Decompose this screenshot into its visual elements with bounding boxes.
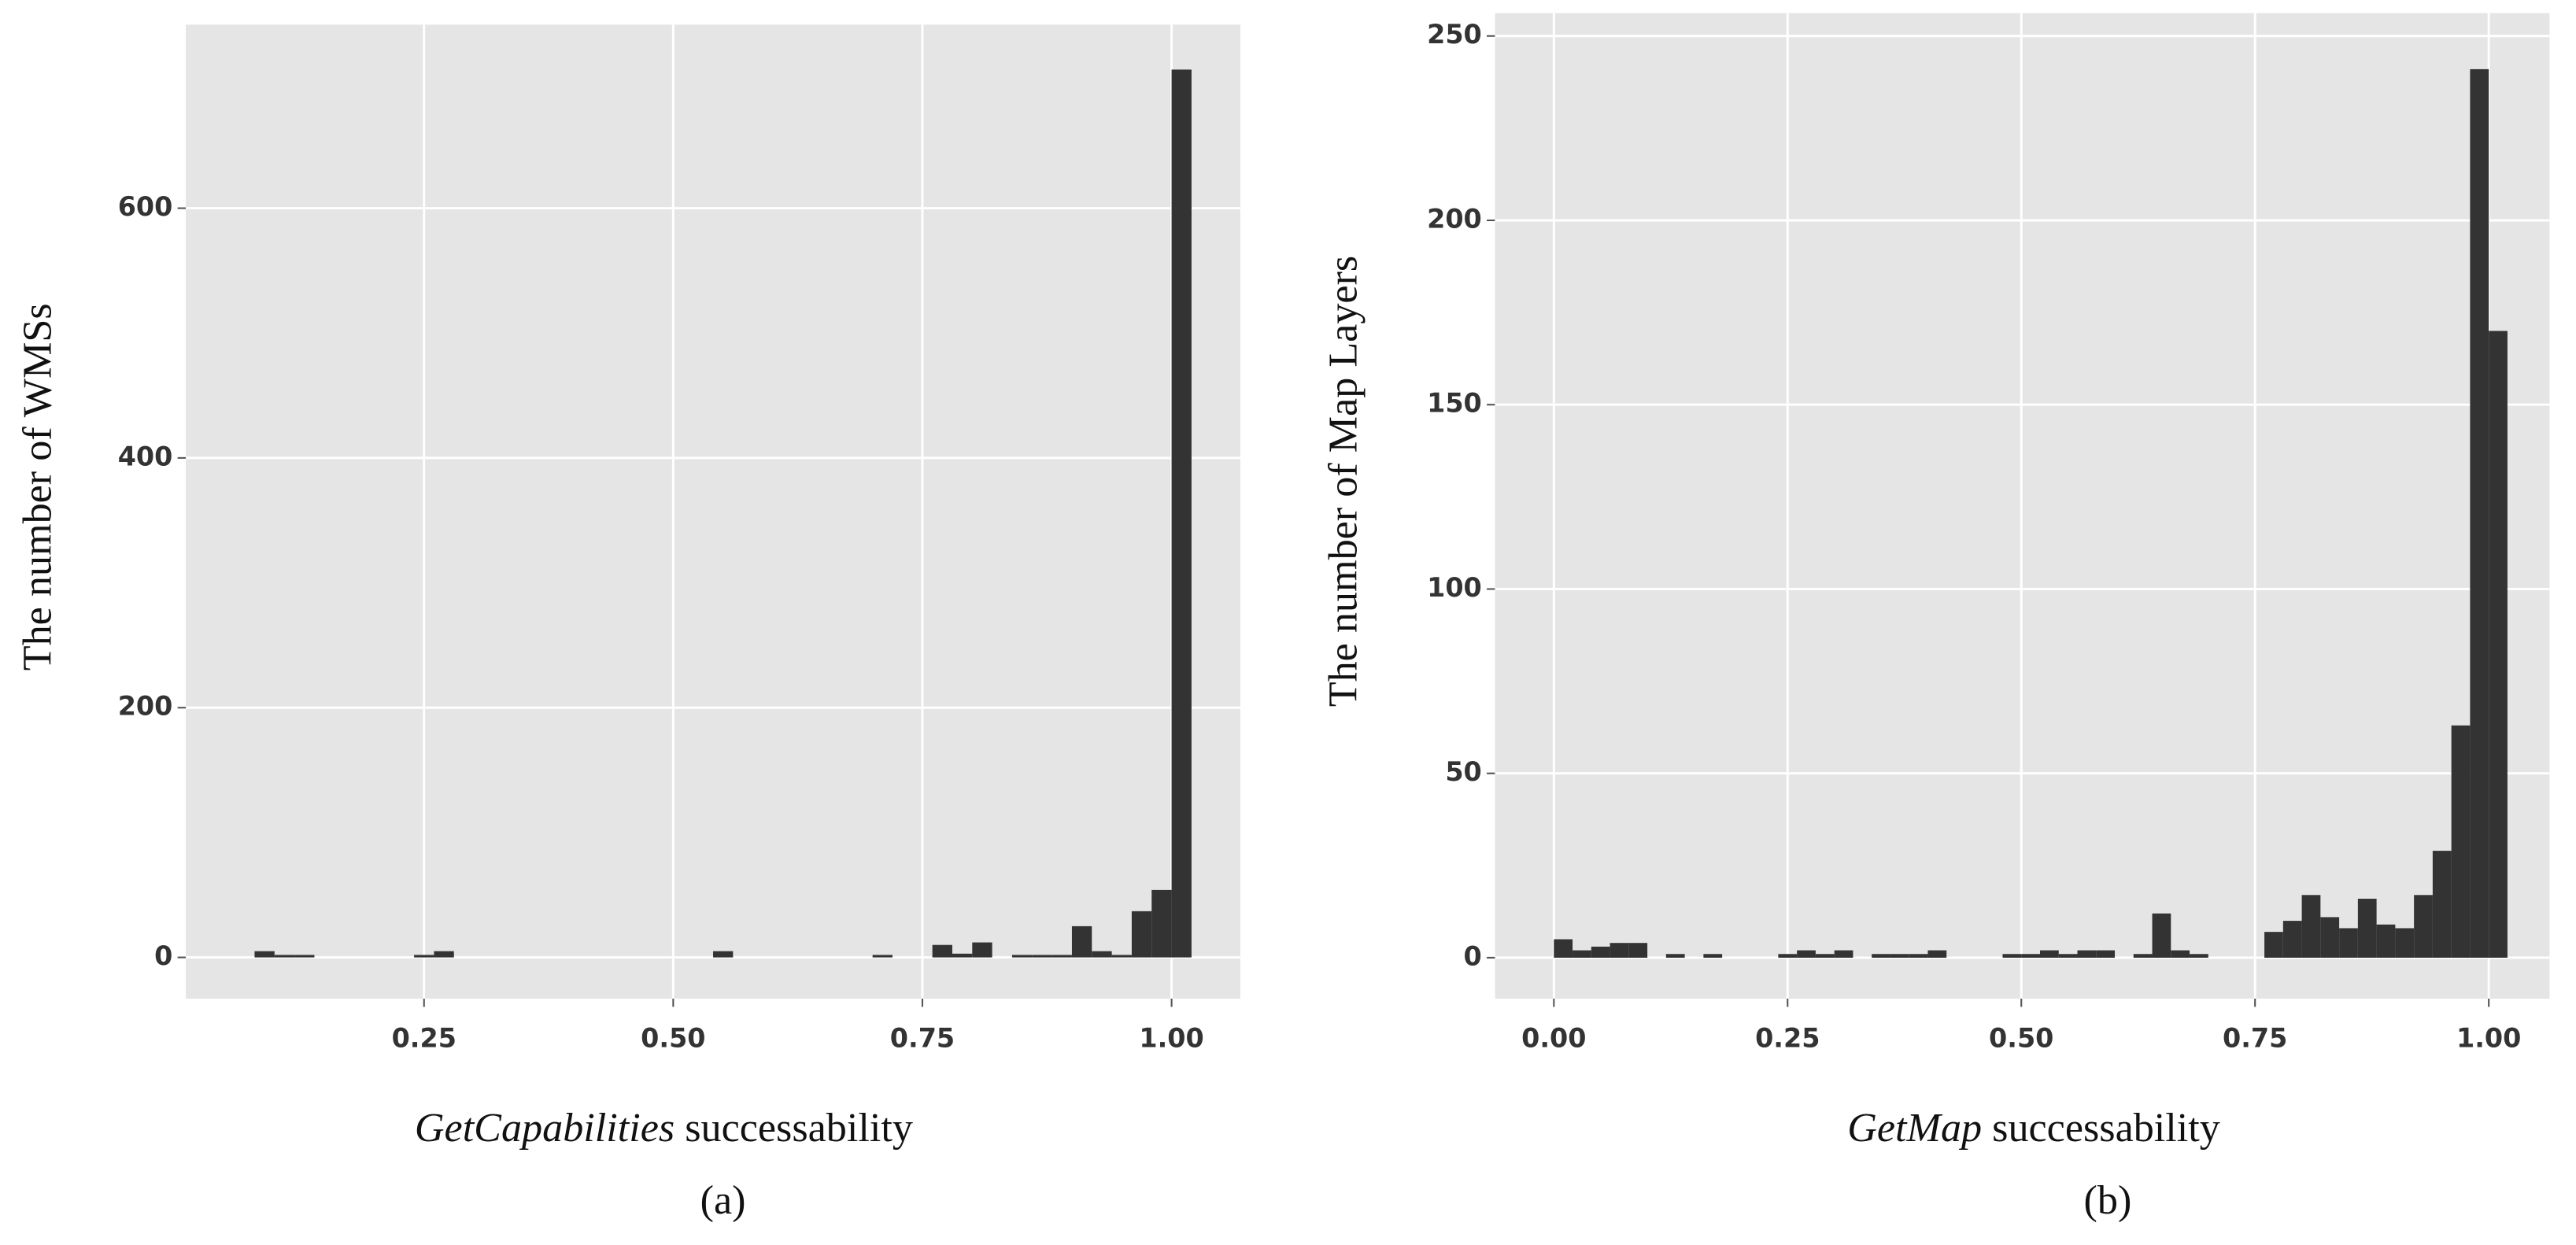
y-tick-label: 200 — [1427, 203, 1482, 234]
bar — [1834, 950, 1853, 958]
bar — [1890, 954, 1909, 958]
y-axis-title: The number of Map Layers — [1321, 256, 1366, 707]
bar — [1092, 951, 1112, 958]
bar — [1815, 954, 1835, 958]
bar — [1778, 954, 1798, 958]
y-tick-label: 400 — [118, 441, 173, 471]
bar — [2002, 954, 2022, 958]
bar — [2376, 924, 2396, 958]
bar — [1131, 911, 1152, 958]
bar — [2021, 954, 2040, 958]
bar — [2190, 954, 2208, 958]
bar — [1797, 950, 1816, 958]
bar — [274, 955, 295, 958]
bar — [2039, 950, 2059, 958]
bar — [1051, 955, 1072, 958]
bar — [1610, 943, 1629, 958]
bar — [952, 953, 973, 958]
x-axis-title: GetMap successability — [1847, 1106, 2220, 1151]
bar — [1872, 954, 1890, 958]
x-axis-title-part: GetCapabilities — [415, 1106, 674, 1151]
x-tick-label: 0.25 — [392, 1023, 456, 1054]
y-tick-label: 50 — [1445, 756, 1481, 787]
bar — [932, 944, 952, 958]
x-axis-title-part: successability — [1992, 1106, 2220, 1151]
x-tick-label: 0.50 — [1989, 1023, 2053, 1054]
bar — [2451, 725, 2471, 958]
bar — [1703, 954, 1723, 958]
bar — [2470, 68, 2489, 958]
bar — [872, 955, 893, 958]
bar — [1927, 950, 1947, 958]
caption: (b) — [2084, 1178, 2132, 1223]
x-tick-label: 1.00 — [2456, 1023, 2521, 1054]
bar — [2133, 954, 2153, 958]
y-tick-label: 600 — [118, 191, 173, 222]
y-axis-title: The number of WMSs — [15, 303, 60, 671]
bar — [414, 955, 434, 958]
bar — [2357, 898, 2377, 958]
bar — [2171, 950, 2190, 958]
bar — [2282, 921, 2302, 958]
bar — [972, 942, 992, 958]
x-tick-label: 0.00 — [1521, 1023, 1586, 1054]
bar — [1573, 950, 1591, 958]
bar — [1628, 943, 1648, 958]
x-tick-label: 0.50 — [641, 1023, 705, 1054]
bar — [294, 955, 315, 958]
bar — [1032, 955, 1052, 958]
bar — [1011, 955, 1033, 958]
bar — [713, 951, 734, 958]
bar — [2301, 895, 2321, 958]
y-tick-label: 100 — [1427, 572, 1482, 603]
bar — [2414, 895, 2433, 958]
y-tick-label: 150 — [1427, 388, 1482, 419]
bar — [2320, 917, 2340, 958]
caption: (a) — [700, 1178, 746, 1223]
y-tick-label: 0 — [154, 940, 172, 971]
bar — [1151, 889, 1172, 958]
bar — [1071, 925, 1092, 958]
x-axis-title-part: successability — [685, 1106, 913, 1151]
bar — [1591, 946, 1610, 958]
bar — [2395, 928, 2415, 958]
x-axis-title: GetCapabilities successability — [415, 1106, 913, 1151]
x-axis-title-part: GetMap — [1847, 1106, 1982, 1151]
x-tick-label: 0.25 — [1755, 1023, 1820, 1054]
bar — [2152, 913, 2171, 958]
bar — [2339, 928, 2358, 958]
bar — [434, 951, 454, 958]
bar — [2096, 950, 2116, 958]
y-tick-label: 0 — [1464, 940, 1482, 971]
y-tick-label: 200 — [118, 691, 173, 722]
x-tick-label: 1.00 — [1139, 1023, 1203, 1054]
bar — [2077, 950, 2097, 958]
bar — [1909, 954, 1928, 958]
bar — [1665, 954, 1685, 958]
bar — [2058, 954, 2078, 958]
bar — [1554, 939, 1573, 958]
bar — [1171, 69, 1192, 958]
bar — [2489, 331, 2508, 958]
y-tick-label: 250 — [1427, 19, 1482, 50]
panel — [186, 24, 1240, 999]
bar — [254, 951, 275, 958]
x-tick-label: 0.75 — [890, 1023, 955, 1054]
bar — [2432, 851, 2452, 958]
bar — [2264, 932, 2283, 958]
bar — [1111, 955, 1132, 958]
x-tick-label: 0.75 — [2223, 1023, 2287, 1054]
